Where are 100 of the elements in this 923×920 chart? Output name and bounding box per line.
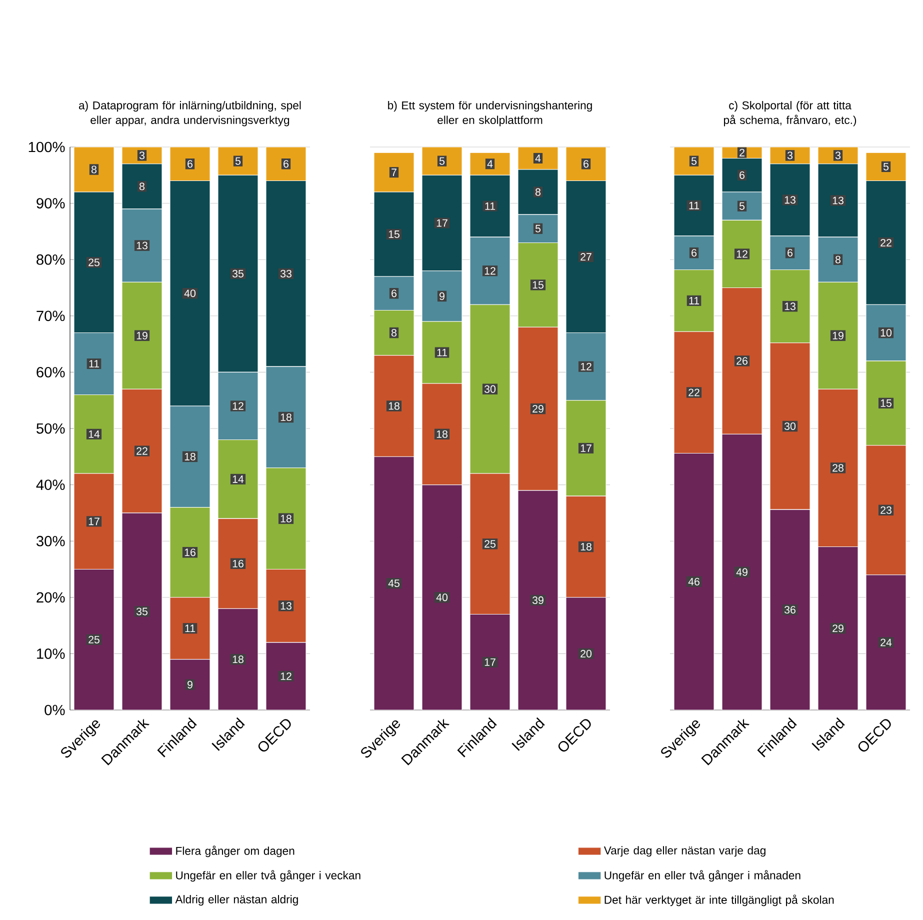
data-label: 8 — [392, 329, 396, 337]
data-label: 24 — [880, 638, 892, 646]
data-label: 6 — [188, 160, 192, 168]
chart-title: c) Skolportal (för att titta på schema, frånvaro, etc.) — [724, 101, 856, 126]
data-label: 5 — [439, 157, 445, 165]
y-tick-label: 10% — [37, 648, 65, 659]
bar — [818, 546, 858, 710]
data-label: 28 — [832, 464, 844, 472]
data-label: 27 — [580, 253, 592, 260]
data-label: 8 — [139, 182, 144, 190]
data-label: 6 — [584, 160, 588, 168]
legend-label: Ungefär en eller två gånger i veckan — [176, 870, 360, 882]
data-label: 2 — [740, 148, 744, 156]
data-label: 20 — [580, 650, 592, 658]
data-label: 5 — [535, 224, 541, 232]
data-label: 18 — [184, 452, 196, 460]
bar — [770, 509, 810, 710]
data-label: 40 — [436, 594, 448, 602]
data-label: 13 — [280, 602, 292, 610]
data-label: 9 — [440, 292, 444, 300]
data-label: 18 — [232, 656, 244, 664]
data-label: 11 — [185, 624, 196, 632]
data-label: 4 — [535, 154, 541, 162]
data-label: 18 — [280, 413, 292, 422]
data-label: 25 — [88, 258, 100, 266]
bar — [674, 453, 714, 710]
data-label: 5 — [235, 157, 241, 165]
data-label: 3 — [835, 152, 841, 160]
data-label: 16 — [184, 548, 196, 556]
data-label: 30 — [784, 422, 796, 430]
data-label: 15 — [388, 230, 400, 238]
y-tick-label: 90% — [36, 198, 65, 208]
data-label: 18 — [436, 430, 448, 438]
data-label: 5 — [691, 157, 697, 165]
data-label: 36 — [784, 606, 796, 614]
data-label: 18 — [580, 542, 592, 551]
data-label: 35 — [232, 270, 244, 278]
data-label: 8 — [836, 256, 841, 264]
data-label: 5 — [739, 202, 745, 210]
data-label: 13 — [784, 196, 796, 204]
y-tick-label: 50% — [36, 423, 65, 434]
legend-label: Varje dag eller nästan varje dag — [604, 846, 766, 857]
data-label: 18 — [388, 402, 400, 410]
data-label: 11 — [437, 348, 448, 356]
legend-label: Flera gånger om dagen — [176, 846, 294, 858]
data-label: 15 — [880, 399, 892, 407]
data-label: 12 — [280, 672, 292, 680]
legend-label: Aldrig eller nästan aldrig — [175, 895, 298, 906]
data-label: 18 — [280, 514, 292, 522]
data-label: 29 — [532, 405, 544, 413]
data-label: 23 — [880, 506, 892, 514]
bar — [674, 146, 714, 176]
data-label: 8 — [536, 188, 540, 196]
y-tick-label: 40% — [36, 480, 65, 490]
data-label: 30 — [484, 385, 496, 393]
data-label: 12 — [232, 402, 244, 410]
y-tick-label: 70% — [36, 310, 65, 322]
data-label: 6 — [740, 171, 745, 179]
data-label: 4 — [487, 160, 493, 168]
data-label: 33 — [280, 270, 292, 278]
data-label: 19 — [136, 332, 148, 340]
y-tick-label: 30% — [36, 536, 65, 546]
data-label: 13 — [784, 302, 796, 310]
data-label: 14 — [232, 475, 244, 483]
data-label: 13 — [832, 196, 844, 204]
data-label: 25 — [88, 636, 100, 644]
chart-title: b) Ett system för undervisningshantering eller en skolplattform — [388, 101, 592, 126]
data-label: 6 — [392, 290, 396, 298]
data-label: 8 — [91, 166, 96, 174]
data-label: 6 — [284, 160, 288, 168]
data-label: 11 — [689, 297, 700, 304]
data-label: 9 — [188, 680, 192, 688]
data-label: 10 — [880, 329, 892, 337]
y-tick-label: 60% — [36, 367, 65, 378]
data-label: 3 — [787, 152, 793, 160]
data-label: 11 — [89, 360, 100, 368]
data-label: 15 — [532, 281, 544, 289]
data-label: 12 — [580, 362, 592, 370]
data-label: 14 — [88, 430, 100, 438]
data-label: 49 — [736, 568, 748, 576]
data-label: 12 — [484, 267, 496, 275]
data-label: 19 — [832, 332, 844, 340]
data-label: 46 — [688, 578, 700, 586]
legend-label: Ungefär en eller två gånger i månaden — [604, 870, 800, 882]
data-label: 16 — [232, 560, 244, 568]
data-label: 22 — [688, 388, 700, 396]
data-label: 7 — [392, 168, 396, 176]
data-label: 11 — [485, 202, 496, 210]
data-label: 6 — [788, 249, 793, 257]
bar — [866, 152, 906, 182]
data-label: 40 — [184, 290, 196, 298]
data-label: 6 — [692, 249, 697, 257]
data-label: 13 — [136, 242, 148, 250]
y-tick-label: 0% — [44, 704, 65, 716]
data-label: 12 — [736, 250, 748, 258]
bar — [866, 574, 906, 710]
data-label: 35 — [136, 608, 148, 616]
data-label: 25 — [484, 540, 496, 548]
y-tick-label: 100% — [28, 142, 65, 152]
y-tick-label: 20% — [36, 592, 65, 603]
